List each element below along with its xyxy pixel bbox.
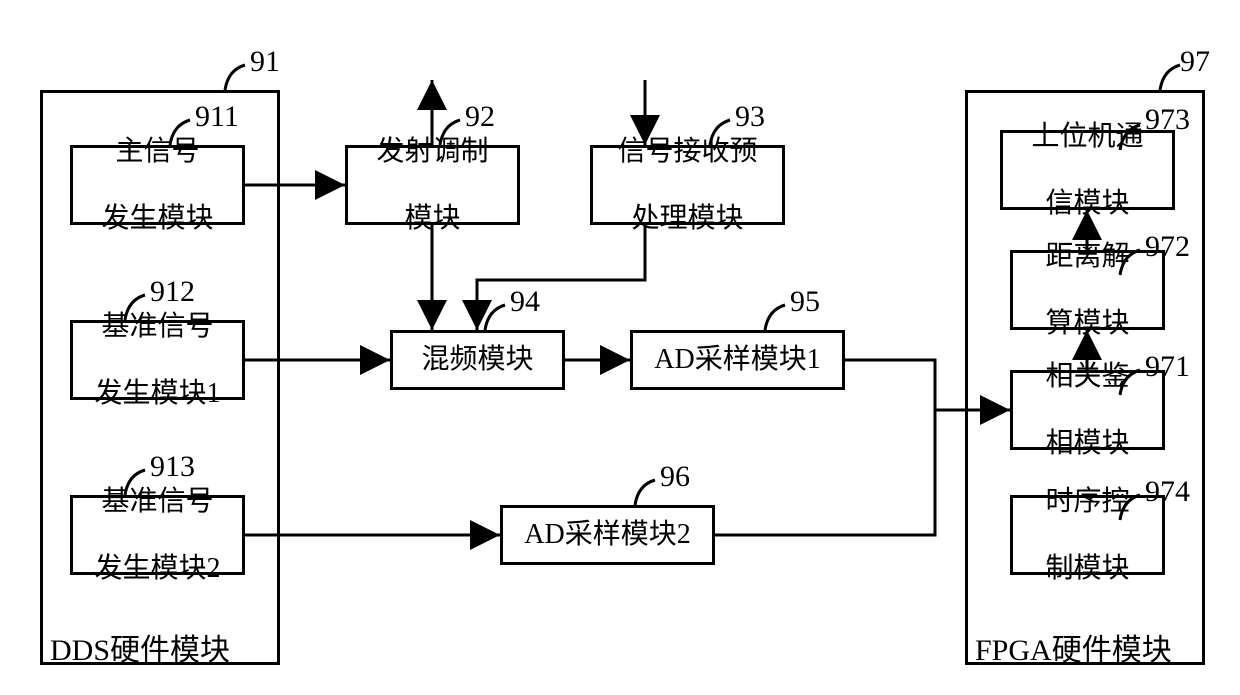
fpga-label: FPGA硬件模块	[975, 625, 1172, 669]
dds-label: DDS硬件模块	[50, 625, 230, 669]
box-93: 信号接收预处理模块	[590, 145, 785, 225]
diagram-canvas: DDS硬件模块 91 FPGA硬件模块 97 主信号发生模块 911 基准信号发…	[0, 0, 1240, 695]
ref-913: 913	[150, 450, 195, 484]
ref-974: 974	[1145, 475, 1190, 509]
dds-ref: 91	[250, 45, 280, 79]
box-911: 主信号发生模块	[70, 145, 245, 225]
box-913: 基准信号发生模块2	[70, 495, 245, 575]
box-912: 基准信号发生模块1	[70, 320, 245, 400]
ref-971: 971	[1145, 350, 1190, 384]
ref-93: 93	[735, 100, 765, 134]
box-974: 时序控制模块	[1010, 495, 1165, 575]
box-96: AD采样模块2	[500, 505, 715, 565]
box-971: 相关鉴相模块	[1010, 370, 1165, 450]
box-94: 混频模块	[390, 330, 565, 390]
box-972: 距离解算模块	[1010, 250, 1165, 330]
ref-911: 911	[195, 100, 239, 134]
ref-95: 95	[790, 285, 820, 319]
ref-912: 912	[150, 275, 195, 309]
ref-972: 972	[1145, 230, 1190, 264]
box-973: 上位机通信模块	[1000, 130, 1175, 210]
fpga-ref: 97	[1180, 45, 1210, 79]
box-92: 发射调制模块	[345, 145, 520, 225]
box-95: AD采样模块1	[630, 330, 845, 390]
ref-973: 973	[1145, 103, 1190, 137]
ref-94: 94	[510, 285, 540, 319]
ref-96: 96	[660, 460, 690, 494]
ref-92: 92	[465, 100, 495, 134]
